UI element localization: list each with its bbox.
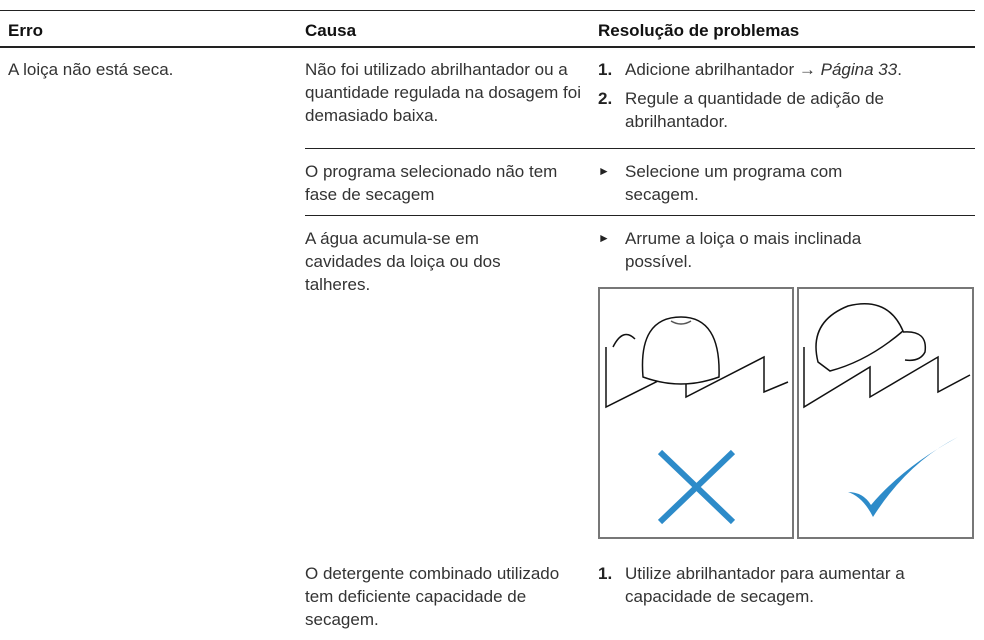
illustration xyxy=(598,287,974,539)
marker: 2. xyxy=(598,89,613,108)
header-cell: Causa xyxy=(305,21,357,40)
erro: A loiça não está seca. xyxy=(8,60,174,79)
marker: ► xyxy=(598,164,610,178)
step: 2. Regule a quantidade de adição de abril… xyxy=(598,87,948,133)
causa: O detergente combinado utilizado tem def… xyxy=(305,564,560,629)
marker: ► xyxy=(598,231,610,245)
step-text: Arrume a loiça o mais inclinada possível… xyxy=(625,229,862,271)
rule xyxy=(305,215,975,216)
step: 1. Adicione abrilhantador → Página 33. xyxy=(598,58,948,81)
marker: 1. xyxy=(598,564,613,583)
causa: O programa selecionado não tem fase de s… xyxy=(305,162,558,204)
step-end: . xyxy=(897,60,902,79)
rule xyxy=(305,148,975,149)
step-text: Utilize abrilhantador para aumentar a ca… xyxy=(625,564,905,606)
step-text: Adicione abrilhantador → xyxy=(625,60,821,79)
rule xyxy=(0,46,975,48)
causa: A água acumula-se em cavidades da loiça … xyxy=(305,229,501,294)
step: ► Selecione um programa com secagem. xyxy=(598,160,918,206)
header-cell: Resolução de problemas xyxy=(598,21,800,40)
step-text: Selecione um programa com secagem. xyxy=(625,162,843,204)
page-link[interactable]: Página 33 xyxy=(820,60,898,79)
marker: 1. xyxy=(598,60,613,79)
step-text: Regule a quantidade de adição de abrilha… xyxy=(625,89,884,131)
step: 1. Utilize abrilhantador para aumentar a … xyxy=(598,562,968,608)
step: ► Arrume a loiça o mais inclinada possíve… xyxy=(598,227,928,273)
rule xyxy=(0,10,975,11)
causa: Não foi utilizado abrilhantador ou a qua… xyxy=(305,60,581,125)
header-cell: Erro xyxy=(8,21,43,40)
